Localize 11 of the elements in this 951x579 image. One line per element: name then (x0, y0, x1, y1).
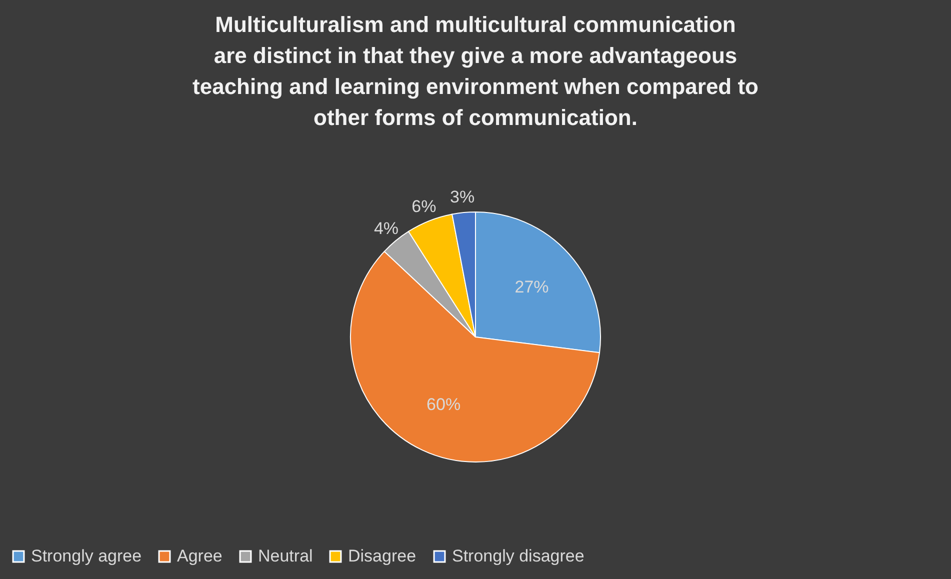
data-label: 27% (514, 277, 549, 296)
legend-label: Disagree (348, 546, 416, 566)
legend-label: Strongly disagree (452, 546, 584, 566)
data-label: 3% (450, 188, 475, 207)
legend-label: Strongly agree (31, 546, 142, 566)
legend-label: Agree (177, 546, 222, 566)
data-label: 60% (426, 394, 461, 414)
chart-title: Multiculturalism and multicultural communication are distinct in that they give a more advantageous teaching and learning environment when compared to other forms of communication. (192, 12, 758, 130)
data-label: 4% (374, 219, 399, 238)
data-label: 6% (412, 196, 436, 216)
legend-label: Neutral (258, 546, 313, 566)
